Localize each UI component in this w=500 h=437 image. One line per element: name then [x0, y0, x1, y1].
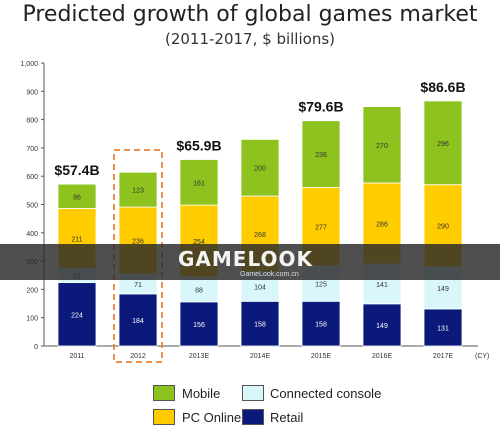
bar-segment-retail	[301, 300, 341, 347]
legend-swatch-connected-console	[242, 385, 264, 401]
total-annotation: $86.6B	[420, 79, 465, 95]
total-annotation: $65.9B	[176, 138, 221, 154]
data-label: 149	[376, 323, 388, 330]
data-label: 224	[71, 312, 83, 319]
y-tick-label: 0	[34, 344, 38, 351]
bar-segment-mobile	[118, 171, 158, 208]
data-label: 236	[132, 238, 144, 245]
data-label: 268	[254, 232, 266, 239]
data-label: 290	[437, 224, 449, 231]
y-tick-label: 700	[26, 146, 38, 153]
chart-title: Predicted growth of global games market	[22, 2, 478, 27]
chart-subtitle: (2011-2017, $ billions)	[164, 30, 335, 48]
data-label: 88	[195, 287, 203, 294]
data-label: 277	[315, 225, 327, 232]
data-label: 141	[376, 282, 388, 289]
y-tick-label: 100	[26, 316, 38, 323]
watermark-url: GameLook.com.cn	[240, 271, 299, 278]
legend-label-connected-console: Connected console	[270, 386, 382, 401]
data-label: 211	[71, 236, 82, 243]
data-label: 184	[132, 318, 144, 325]
bar-segment-retail	[118, 293, 158, 347]
y-tick-label: 200	[26, 287, 38, 294]
x-tick-label: 2014E	[250, 353, 271, 360]
bar-segment-mobile	[301, 120, 341, 188]
x-tick-label: 2015E	[311, 353, 332, 360]
bar-segment-mobile	[57, 183, 97, 209]
x-tick-label: 2017E	[433, 353, 454, 360]
x-tick-label: 2013E	[189, 353, 210, 360]
legend-swatch-retail	[242, 409, 264, 425]
bar-segment-retail	[240, 300, 280, 347]
watermark-band	[0, 244, 500, 280]
data-label: 149	[437, 286, 449, 293]
data-label: 296	[437, 141, 449, 148]
x-tick-label: 2012	[130, 353, 146, 360]
x-tick-label: 2011	[69, 353, 84, 360]
data-label: 200	[254, 166, 266, 173]
total-annotation: $79.6B	[298, 99, 343, 115]
bar-segment-mobile	[240, 139, 280, 197]
x-tick-label: 2016E	[372, 353, 393, 360]
bar-segment-connected-console	[179, 276, 219, 303]
y-tick-label: 400	[26, 231, 38, 238]
data-label: 71	[134, 282, 142, 289]
data-label: 158	[315, 322, 327, 329]
data-label: 123	[132, 188, 144, 195]
y-tick-label: 800	[26, 118, 38, 125]
legend-label-retail: Retail	[270, 410, 304, 425]
watermark-logo: GAMELOOK	[178, 247, 313, 271]
legend-label-mobile: Mobile	[182, 386, 221, 401]
x-unit-label: (CY)	[475, 353, 489, 360]
y-tick-label: 1,000	[20, 61, 38, 68]
data-label: 270	[376, 143, 388, 150]
total-annotation: $57.4B	[54, 162, 99, 178]
data-label: 158	[254, 322, 266, 329]
y-tick-label: 600	[26, 174, 38, 181]
bar-segment-retail	[179, 301, 219, 347]
data-label: 161	[193, 180, 205, 187]
data-label: 125	[315, 282, 327, 289]
data-label: 156	[193, 322, 205, 329]
data-label: 104	[254, 285, 266, 292]
bar-segment-mobile	[423, 100, 463, 186]
bar-segment-mobile	[362, 106, 402, 184]
bar-segment-mobile	[179, 159, 219, 206]
data-label: 236	[315, 152, 327, 159]
y-tick-label: 500	[26, 203, 38, 210]
data-label: 286	[376, 221, 388, 228]
legend-swatch-pc-online	[153, 409, 175, 425]
data-label: 86	[73, 194, 81, 201]
data-label: 131	[437, 325, 449, 332]
legend-label-pc-online: PC Online	[182, 410, 242, 425]
bar-segment-retail	[423, 308, 463, 347]
legend-swatch-mobile	[153, 385, 175, 401]
data-label: 254	[193, 239, 205, 246]
y-tick-label: 900	[26, 89, 38, 96]
bar-segment-retail	[362, 303, 402, 347]
